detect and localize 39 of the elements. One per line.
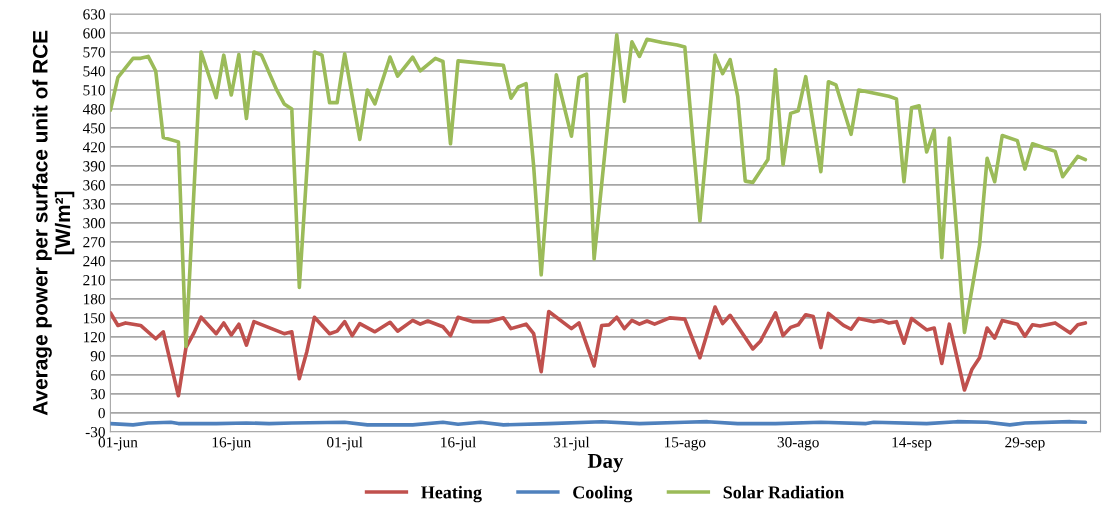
y-tick-label: 180 (83, 294, 105, 305)
x-tick-label: 31-jul (553, 436, 590, 451)
x-tick-label: 01-jul (327, 436, 363, 451)
y-tick-label: 270 (83, 237, 105, 248)
y-tick-label: 570 (83, 47, 105, 58)
y-tick-label: 150 (83, 313, 105, 324)
y-tick-label: 0 (98, 407, 105, 419)
y-tick-label: 420 (82, 142, 105, 153)
y-tick-label: 30 (90, 388, 105, 400)
y-tick-label: 210 (83, 275, 105, 286)
y-tick-label: 630 (83, 9, 105, 20)
y-tick-label: 480 (82, 104, 105, 115)
y-tick-label: 360 (83, 180, 105, 191)
y-tick-label: 120 (83, 332, 105, 343)
y-tick-label: 240 (83, 256, 105, 267)
y-tick-label: 510 (83, 85, 105, 96)
x-tick-label: 01-jun (98, 437, 138, 451)
legend-label: Solar Radiation (723, 485, 845, 499)
x-axis-title: Day (587, 454, 624, 473)
y-tick-label: 90 (90, 350, 105, 362)
x-tick-label: 16-jul (441, 436, 476, 451)
x-tick-label: 15-ago (664, 437, 706, 451)
x-tick-label: 29-sep (1005, 437, 1045, 451)
y-tick-label: 540 (83, 66, 105, 77)
y-axis-title: Average power per surface unit of RCE [W/m²] (32, 30, 75, 416)
y-tick-label: 450 (82, 123, 105, 134)
legend-label: Cooling (573, 485, 633, 503)
y-tick-label: 600 (83, 28, 105, 39)
x-tick-label: 14-sep (892, 437, 932, 451)
y-tick-label: 390 (83, 161, 105, 172)
x-tick-label: 30-ago (777, 437, 819, 451)
y-tick-label: 60 (90, 369, 105, 381)
y-tick-label: 330 (83, 199, 105, 210)
legend-label: Heating (421, 485, 482, 503)
y-tick-label: -30 (85, 426, 105, 438)
line-series (110, 33, 1088, 349)
line-series (110, 305, 1088, 398)
y-tick-label: 300 (83, 218, 105, 229)
x-tick-label: 16-jun (212, 437, 252, 451)
